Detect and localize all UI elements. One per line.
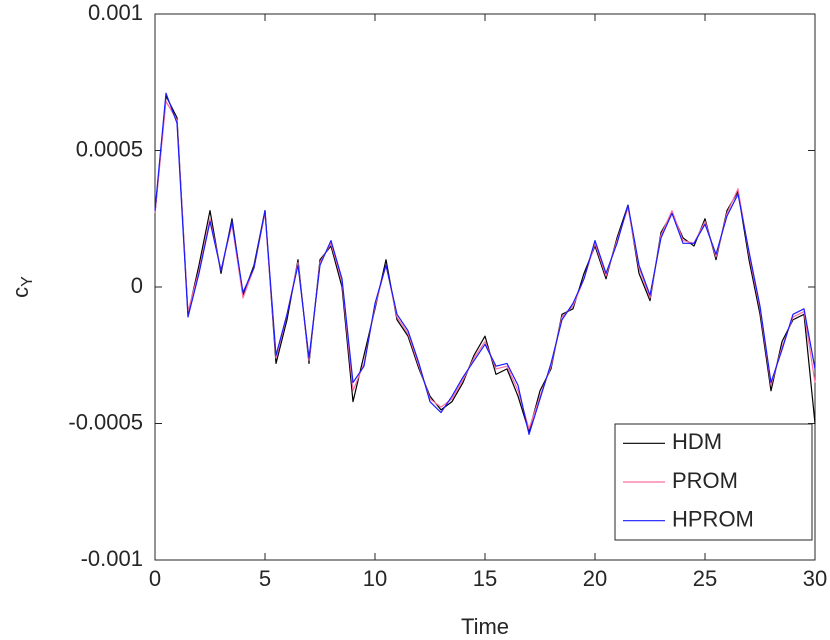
- x-tick-label: 15: [473, 566, 497, 591]
- y-tick-label: 0: [131, 273, 143, 298]
- x-tick-label: 20: [583, 566, 607, 591]
- legend-label: PROM: [672, 468, 738, 493]
- y-axis-label: cY: [8, 276, 36, 298]
- x-tick-label: 30: [803, 566, 827, 591]
- y-tick-label: 0.001: [88, 0, 143, 25]
- y-label-main: c: [8, 287, 33, 298]
- x-tick-label: 5: [259, 566, 271, 591]
- x-tick-label: 10: [363, 566, 387, 591]
- y-label-sub: Y: [19, 276, 36, 287]
- series-line: [154, 92, 816, 436]
- legend: HDM PROM HPROM: [614, 423, 813, 541]
- legend-label: HPROM: [672, 506, 754, 531]
- y-tick-label: 0.0005: [76, 136, 143, 161]
- x-axis-label: Time: [461, 614, 509, 639]
- legend-label: HDM: [672, 429, 722, 454]
- y-tick-label: -0.001: [81, 546, 143, 571]
- x-tick-label: 25: [693, 566, 717, 591]
- x-tick-label: 0: [149, 566, 161, 591]
- y-tick-label: -0.0005: [68, 409, 143, 434]
